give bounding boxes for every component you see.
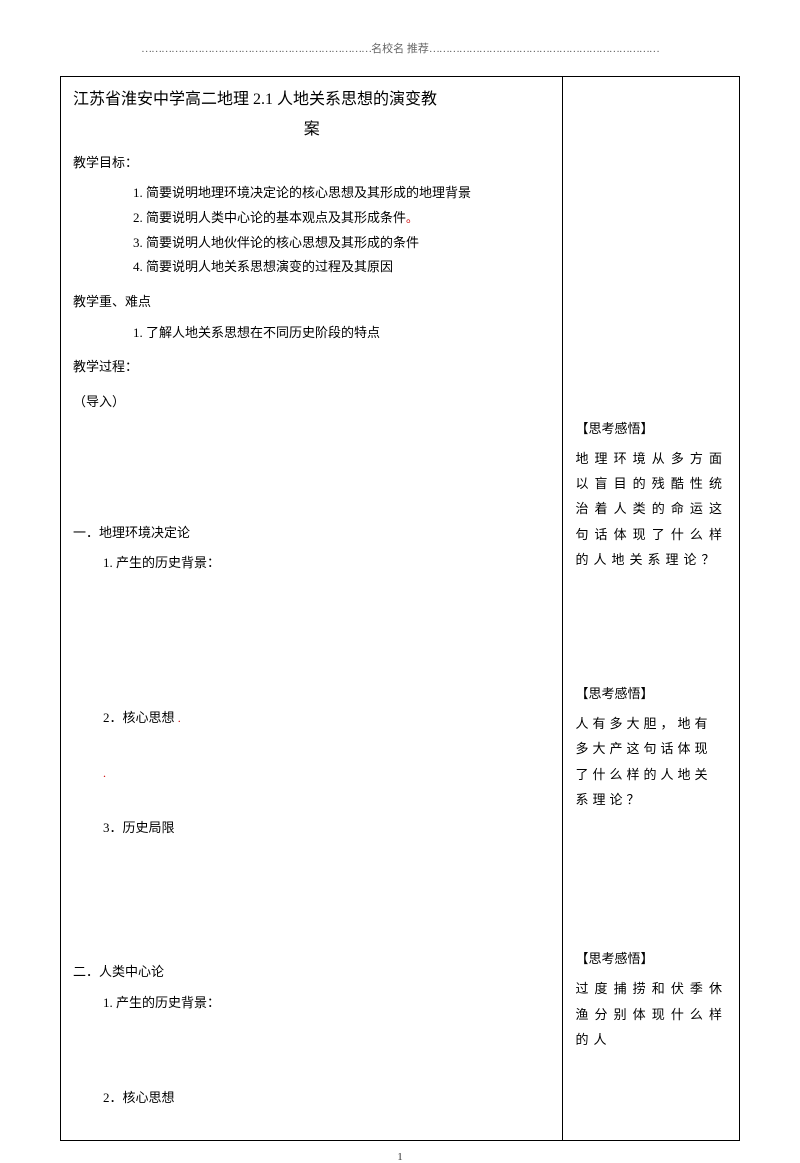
section2-sub2: 2．核心思想	[103, 1086, 550, 1111]
content-table: 江苏省淮安中学高二地理 2.1 人地关系思想的演变教 案 教学目标： 1. 简要…	[60, 76, 740, 1141]
process-label: 教学过程：	[73, 355, 550, 380]
think-block-3: 【思考感悟】 过度捕捞和伏季休渔分别体现什么样的人	[575, 947, 727, 1052]
table-row: 江苏省淮安中学高二地理 2.1 人地关系思想的演变教 案 教学目标： 1. 简要…	[61, 77, 740, 1141]
think1-title: 【思考感悟】	[575, 417, 727, 442]
section2-sub1: 1. 产生的历史背景：	[103, 991, 550, 1016]
think-block-2: 【思考感悟】 人有多大胆，地有多大产这句话体现了什么样的人地关系理论？	[575, 682, 727, 812]
section1-sub3: 3．历史局限	[103, 816, 550, 841]
main-column: 江苏省淮安中学高二地理 2.1 人地关系思想的演变教 案 教学目标： 1. 简要…	[61, 77, 563, 1141]
footer-page-number: 1	[60, 1151, 740, 1163]
think2-title: 【思考感悟】	[575, 682, 727, 707]
red-dot-icon: 。	[406, 211, 418, 225]
red-dot-icon: .	[103, 766, 106, 780]
doc-title-line2: 案	[73, 115, 550, 139]
section2-title: 二．人类中心论	[73, 960, 550, 985]
think3-title: 【思考感悟】	[575, 947, 727, 972]
objective-item: 3. 简要说明人地伙伴论的核心思想及其形成的条件	[133, 231, 550, 256]
think-block-1: 【思考感悟】 地理环境从多方面以盲目的残酷性统治着人类的命运这句话体现了什么样的…	[575, 417, 727, 572]
objective-item: 2. 简要说明人类中心论的基本观点及其形成条件。	[133, 206, 550, 231]
objective-item: 4. 简要说明人地关系思想演变的过程及其原因	[133, 255, 550, 280]
side-column: 【思考感悟】 地理环境从多方面以盲目的残酷性统治着人类的命运这句话体现了什么样的…	[563, 77, 740, 1141]
process-intro: （导入）	[73, 390, 550, 415]
doc-title-line1: 江苏省淮安中学高二地理 2.1 人地关系思想的演变教	[73, 87, 550, 113]
header-dots-left: ……………………………………………………………	[141, 43, 371, 55]
section1-title: 一．地理环境决定论	[73, 521, 550, 546]
think3-body: 过度捕捞和伏季休渔分别体现什么样的人	[575, 976, 727, 1052]
focus-label: 教学重、难点	[73, 290, 550, 315]
red-dot-icon: .	[178, 711, 181, 725]
objectives-label: 教学目标：	[73, 151, 550, 176]
section1-sub2: 2．核心思想 .	[103, 706, 550, 731]
header-line: ……………………………………………………………名校名 推荐………………………………	[60, 40, 740, 56]
think1-body: 地理环境从多方面以盲目的残酷性统治着人类的命运这句话体现了什么样的人地关系理论？	[575, 446, 727, 573]
section1-sub1: 1. 产生的历史背景：	[103, 551, 550, 576]
header-text: 名校名 推荐	[371, 43, 429, 55]
focus-item: 1. 了解人地关系思想在不同历史阶段的特点	[133, 321, 550, 346]
header-dots-right: ……………………………………………………………	[429, 43, 659, 55]
objective-item: 1. 简要说明地理环境决定论的核心思想及其形成的地理背景	[133, 181, 550, 206]
think2-body: 人有多大胆，地有多大产这句话体现了什么样的人地关系理论？	[575, 711, 727, 812]
